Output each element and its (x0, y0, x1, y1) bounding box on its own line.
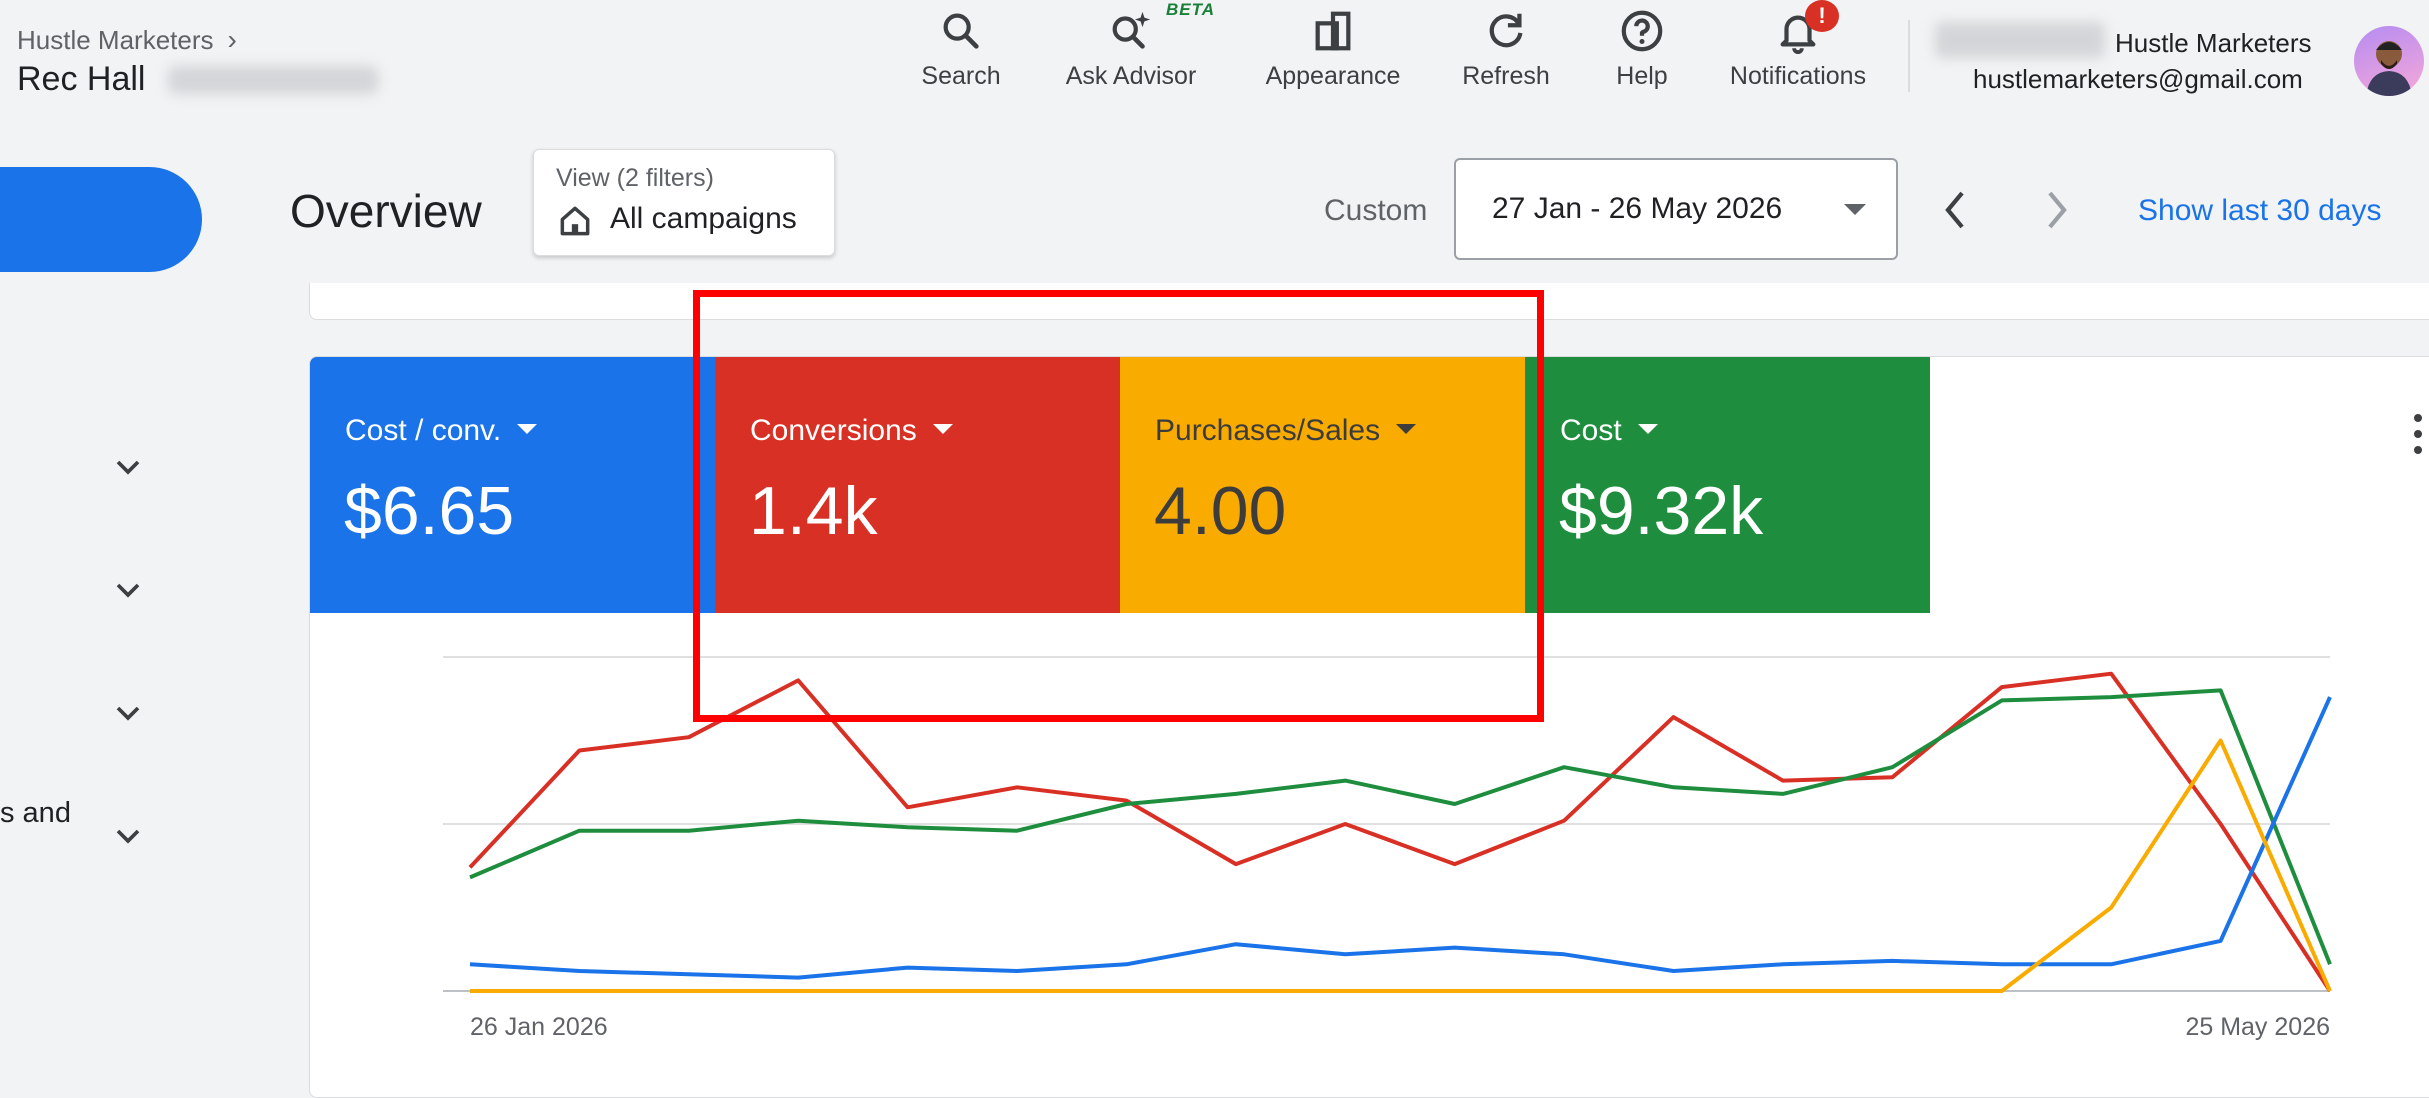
help-button[interactable]: Help (1612, 0, 1672, 100)
help-label: Help (1616, 62, 1668, 90)
series-line-cost (469, 688, 2332, 966)
metric-name[interactable]: Purchases/Sales (1155, 414, 1417, 448)
caret-down-icon (1844, 204, 1866, 215)
page-title: Overview (290, 185, 482, 237)
x-axis-end-label: 25 May 2026 (2185, 1013, 2330, 1041)
performance-card: Cost / conv. $6.65 Conversions 1.4k Purc… (309, 356, 2429, 1098)
caret-down-icon (1396, 424, 1417, 435)
chevron-down-icon[interactable] (108, 570, 148, 610)
caret-down-icon (517, 424, 538, 435)
metric-tile-cost[interactable]: Cost $9.32k (1525, 357, 1930, 613)
breadcrumb-label: Hustle Marketers (17, 25, 214, 55)
previous-card-edge (309, 283, 2429, 320)
chevron-left-icon[interactable] (1938, 186, 1972, 234)
user-org: Hustle Marketers (2115, 28, 2312, 58)
date-range-value: 27 Jan - 26 May 2026 (1492, 192, 1783, 225)
metric-tile-purchases-sales[interactable]: Purchases/Sales 4.00 (1120, 357, 1525, 613)
beta-badge: BETA (1166, 0, 1216, 19)
performance-chart: 26 Jan 2026 25 May 2026 (443, 656, 2332, 1041)
ask-advisor-label: Ask Advisor (1065, 62, 1197, 90)
metric-value: 1.4k (749, 473, 878, 549)
metric-name[interactable]: Cost / conv. (345, 414, 538, 448)
refresh-icon (1489, 13, 1523, 48)
refresh-label: Refresh (1462, 62, 1550, 90)
appearance-icon (1315, 11, 1351, 51)
search-button[interactable]: Search (918, 0, 1004, 100)
appearance-button[interactable]: Appearance (1258, 0, 1408, 100)
avatar[interactable] (2354, 26, 2424, 96)
notifications-label: Notifications (1729, 62, 1867, 90)
date-preset-label: Custom (1324, 194, 1428, 227)
bell-icon (1780, 15, 1816, 54)
view-filter-button[interactable]: View (2 filters) All campaigns (533, 149, 835, 256)
metric-value: 4.00 (1154, 473, 1287, 549)
caret-down-icon (1637, 424, 1658, 435)
header-divider (1908, 20, 1910, 92)
metric-tile-cost-per-conv[interactable]: Cost / conv. $6.65 (310, 357, 715, 613)
user-email: hustlemarketers@gmail.com (1973, 64, 2303, 94)
view-filter-value: All campaigns (610, 202, 797, 235)
user-id-redacted (1935, 22, 2105, 58)
account-id-redacted (168, 66, 378, 94)
caret-down-icon (932, 424, 953, 435)
help-icon (1621, 10, 1663, 52)
x-axis-start-label: 26 Jan 2026 (470, 1013, 608, 1041)
metric-name[interactable]: Cost (1560, 414, 1658, 448)
ask-advisor-button[interactable]: Ask Advisor (1056, 0, 1206, 100)
sidebar-create-button[interactable] (0, 167, 202, 272)
chevron-right-icon[interactable] (2040, 186, 2074, 234)
alert-badge: ! (1805, 0, 1839, 32)
notifications-button[interactable]: Notifications (1716, 0, 1880, 100)
metric-label: Cost (1560, 414, 1622, 447)
search-icon (943, 13, 979, 49)
chevron-down-icon[interactable] (108, 693, 148, 733)
chevron-down-icon[interactable] (108, 447, 148, 487)
series-line-purchases-sales (470, 738, 2332, 993)
show-last-30-days-link[interactable]: Show last 30 days (2138, 194, 2382, 227)
metric-label: Purchases/Sales (1155, 414, 1381, 447)
sparkle-search-icon (1112, 11, 1151, 49)
appearance-label: Appearance (1265, 62, 1401, 90)
home-icon (560, 206, 590, 236)
metric-value: $6.65 (344, 473, 515, 549)
date-range-picker[interactable]: 27 Jan - 26 May 2026 (1454, 158, 1898, 260)
view-filter-label: View (2 filters) (556, 164, 714, 192)
series-line-cost-conv- (469, 696, 2332, 980)
chevron-down-icon[interactable] (108, 816, 148, 856)
metric-tile-conversions[interactable]: Conversions 1.4k (715, 357, 1120, 613)
metric-value: $9.32k (1559, 473, 1764, 549)
metric-name[interactable]: Conversions (750, 414, 953, 448)
breadcrumb[interactable]: Hustle Marketers › (17, 24, 237, 56)
metric-label: Cost / conv. (345, 414, 502, 447)
search-label: Search (921, 62, 1001, 90)
metric-label: Conversions (750, 414, 917, 447)
account-name: Rec Hall (17, 60, 146, 98)
more-options-icon[interactable] (2410, 410, 2426, 458)
chevron-right-icon: › (227, 24, 237, 55)
refresh-button[interactable]: Refresh (1456, 0, 1556, 100)
highlight-annotation-box (693, 290, 1544, 722)
sidebar-item-label: s and (0, 797, 71, 829)
avatar-image (2366, 41, 2412, 96)
series-line-conversions (468, 671, 2332, 993)
